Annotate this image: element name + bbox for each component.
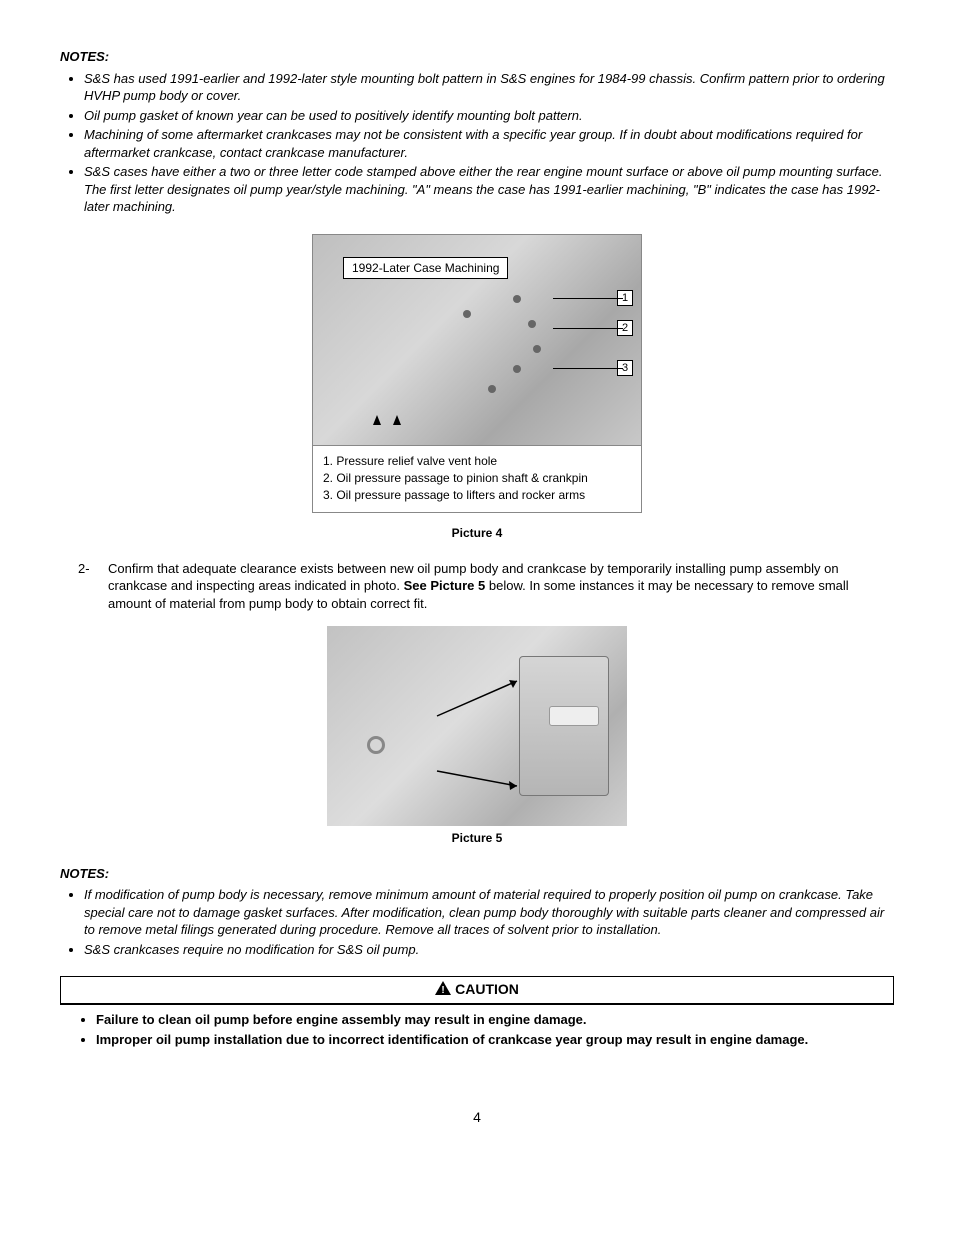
figure-5-block [327,626,627,826]
figure-4-label: Picture 4 [60,525,894,541]
figure-5-arrows [327,626,627,826]
note-item: S&S crankcases require no modification f… [84,941,894,959]
caution-list: Failure to clean oil pump before engine … [60,1011,894,1048]
caution-title: CAUTION [455,981,519,997]
figure-4-image: 1992-Later Case Machining 1 2 3 [313,235,641,445]
caution-header: ! CAUTION [61,977,893,1004]
page-number: 4 [60,1108,894,1127]
figure-5-label: Picture 5 [60,830,894,846]
step-2: 2- Confirm that adequate clearance exist… [78,560,894,613]
figure-4-caption-list: 1. Pressure relief valve vent hole 2. Oi… [313,445,641,513]
notes-header-2: NOTES: [60,865,894,883]
note-item: Oil pump gasket of known year can be use… [84,107,894,125]
note-item: If modification of pump body is necessar… [84,886,894,939]
figure-4-caption: 1. Pressure relief valve vent hole [323,453,631,469]
figure-4-overlay-label: 1992-Later Case Machining [343,257,508,279]
step-2-bold: See Picture 5 [404,578,486,593]
caution-box: ! CAUTION [60,976,894,1005]
warning-icon: ! [435,981,451,1000]
step-2-number: 2- [78,560,108,613]
caution-item: Failure to clean oil pump before engine … [96,1011,894,1029]
note-item: S&S has used 1991-earlier and 1992-later… [84,70,894,105]
notes-header-1: NOTES: [60,48,894,66]
svg-text:!: ! [441,985,444,995]
step-2-text: Confirm that adequate clearance exists b… [108,560,894,613]
figure-4-caption: 2. Oil pressure passage to pinion shaft … [323,470,631,486]
figure-4-block: 1992-Later Case Machining 1 2 3 1. Press… [312,234,642,514]
figure-5-image [327,626,627,826]
note-item: Machining of some aftermarket crankcases… [84,126,894,161]
notes-list-1: S&S has used 1991-earlier and 1992-later… [60,70,894,216]
caution-item: Improper oil pump installation due to in… [96,1031,894,1049]
figure-4-caption: 3. Oil pressure passage to lifters and r… [323,487,631,503]
note-item: S&S cases have either a two or three let… [84,163,894,216]
notes-list-2: If modification of pump body is necessar… [60,886,894,958]
